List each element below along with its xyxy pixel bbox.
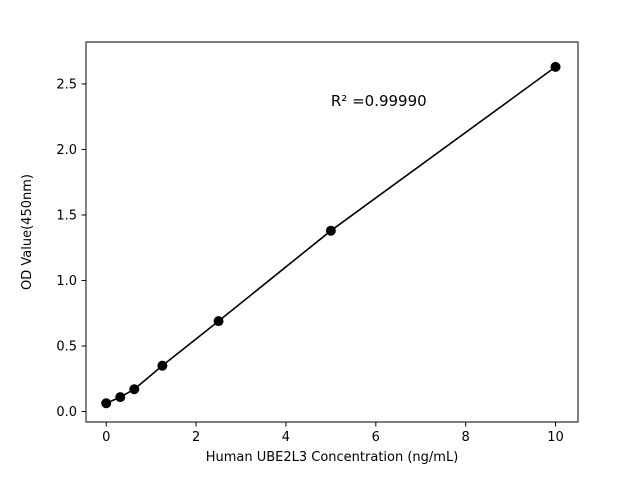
x-tick-label: 8 bbox=[462, 430, 470, 445]
x-tick-label: 2 bbox=[192, 430, 200, 445]
data-point bbox=[213, 316, 224, 327]
x-axis-label: Human UBE2L3 Concentration (ng/mL) bbox=[206, 450, 459, 465]
r-squared-annotation: R² =0.99990 bbox=[331, 92, 427, 110]
y-tick-label: 2.0 bbox=[56, 143, 77, 158]
y-tick-label: 0.0 bbox=[56, 405, 77, 420]
y-axis-label: OD Value(450nm) bbox=[20, 174, 35, 290]
x-tick-label: 6 bbox=[372, 430, 380, 445]
data-series bbox=[101, 61, 561, 409]
data-point bbox=[325, 225, 336, 236]
y-tick-label: 1.0 bbox=[56, 274, 77, 289]
data-point bbox=[129, 384, 140, 395]
data-point bbox=[157, 360, 168, 371]
data-point bbox=[101, 398, 112, 409]
x-tick-label: 0 bbox=[102, 430, 110, 445]
data-point bbox=[550, 61, 561, 72]
axis-ticks: 0 2 4 6 8 10 0.0 0.5 1.0 1.5 2.0 2.5 bbox=[56, 77, 563, 445]
plot-border bbox=[85, 41, 579, 423]
y-tick-label: 0.5 bbox=[56, 340, 77, 355]
x-tick-label: 4 bbox=[282, 430, 290, 445]
x-tick-label: 10 bbox=[547, 430, 564, 445]
y-tick-label: 1.5 bbox=[56, 208, 77, 223]
y-tick-label: 2.5 bbox=[56, 77, 77, 92]
data-point bbox=[115, 392, 126, 403]
